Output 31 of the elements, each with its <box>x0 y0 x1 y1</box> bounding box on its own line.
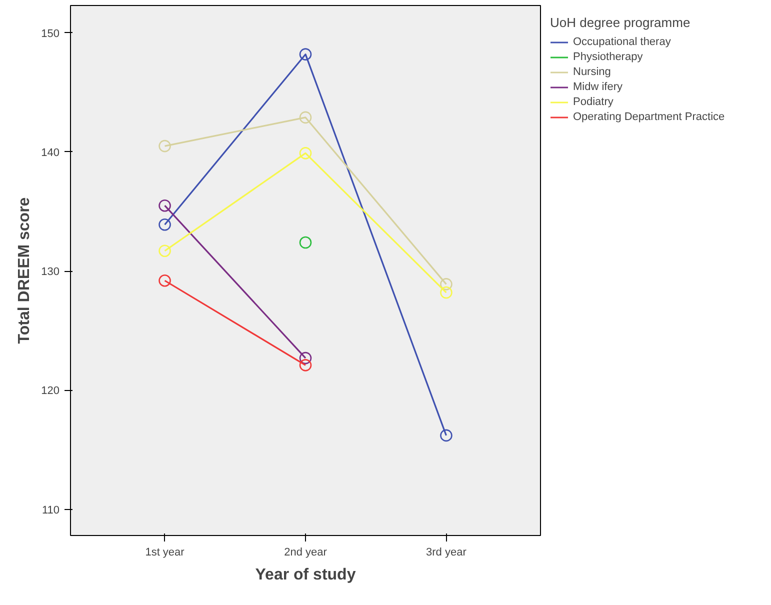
y-tick-label: 140 <box>41 146 60 159</box>
point <box>299 48 312 60</box>
x-axis-title: Year of study <box>255 566 356 584</box>
point <box>440 278 452 290</box>
y-tick-label: 110 <box>42 504 60 516</box>
point <box>158 199 171 212</box>
legend-title: UoH degree programme <box>550 15 692 30</box>
point <box>440 286 452 299</box>
legend-label: Podiatry <box>573 95 614 109</box>
point <box>299 111 312 124</box>
point <box>440 429 452 442</box>
legend-label: Midw ifery <box>573 80 623 94</box>
point <box>299 236 312 249</box>
point <box>299 147 312 160</box>
point <box>299 352 312 364</box>
y-tick-label: 120 <box>41 385 60 398</box>
point <box>158 218 171 231</box>
x-tick-label: 3rd year <box>426 546 467 558</box>
point <box>299 359 312 372</box>
x-tick-label: 1st year <box>145 546 185 558</box>
y-axis-title: Total DREEM score <box>16 197 34 344</box>
legend-label: Operating Department Practice <box>573 110 725 124</box>
legend-label: Nursing <box>573 65 611 79</box>
legend-label: Occupational theray <box>573 35 671 49</box>
x-tick-label: 2nd year <box>284 546 328 558</box>
point <box>158 274 171 287</box>
y-tick-label: 130 <box>41 266 60 278</box>
point <box>158 140 171 152</box>
point <box>158 244 171 257</box>
legend-label: Physiotherapy <box>573 50 643 64</box>
y-tick-label: 150 <box>41 28 60 40</box>
